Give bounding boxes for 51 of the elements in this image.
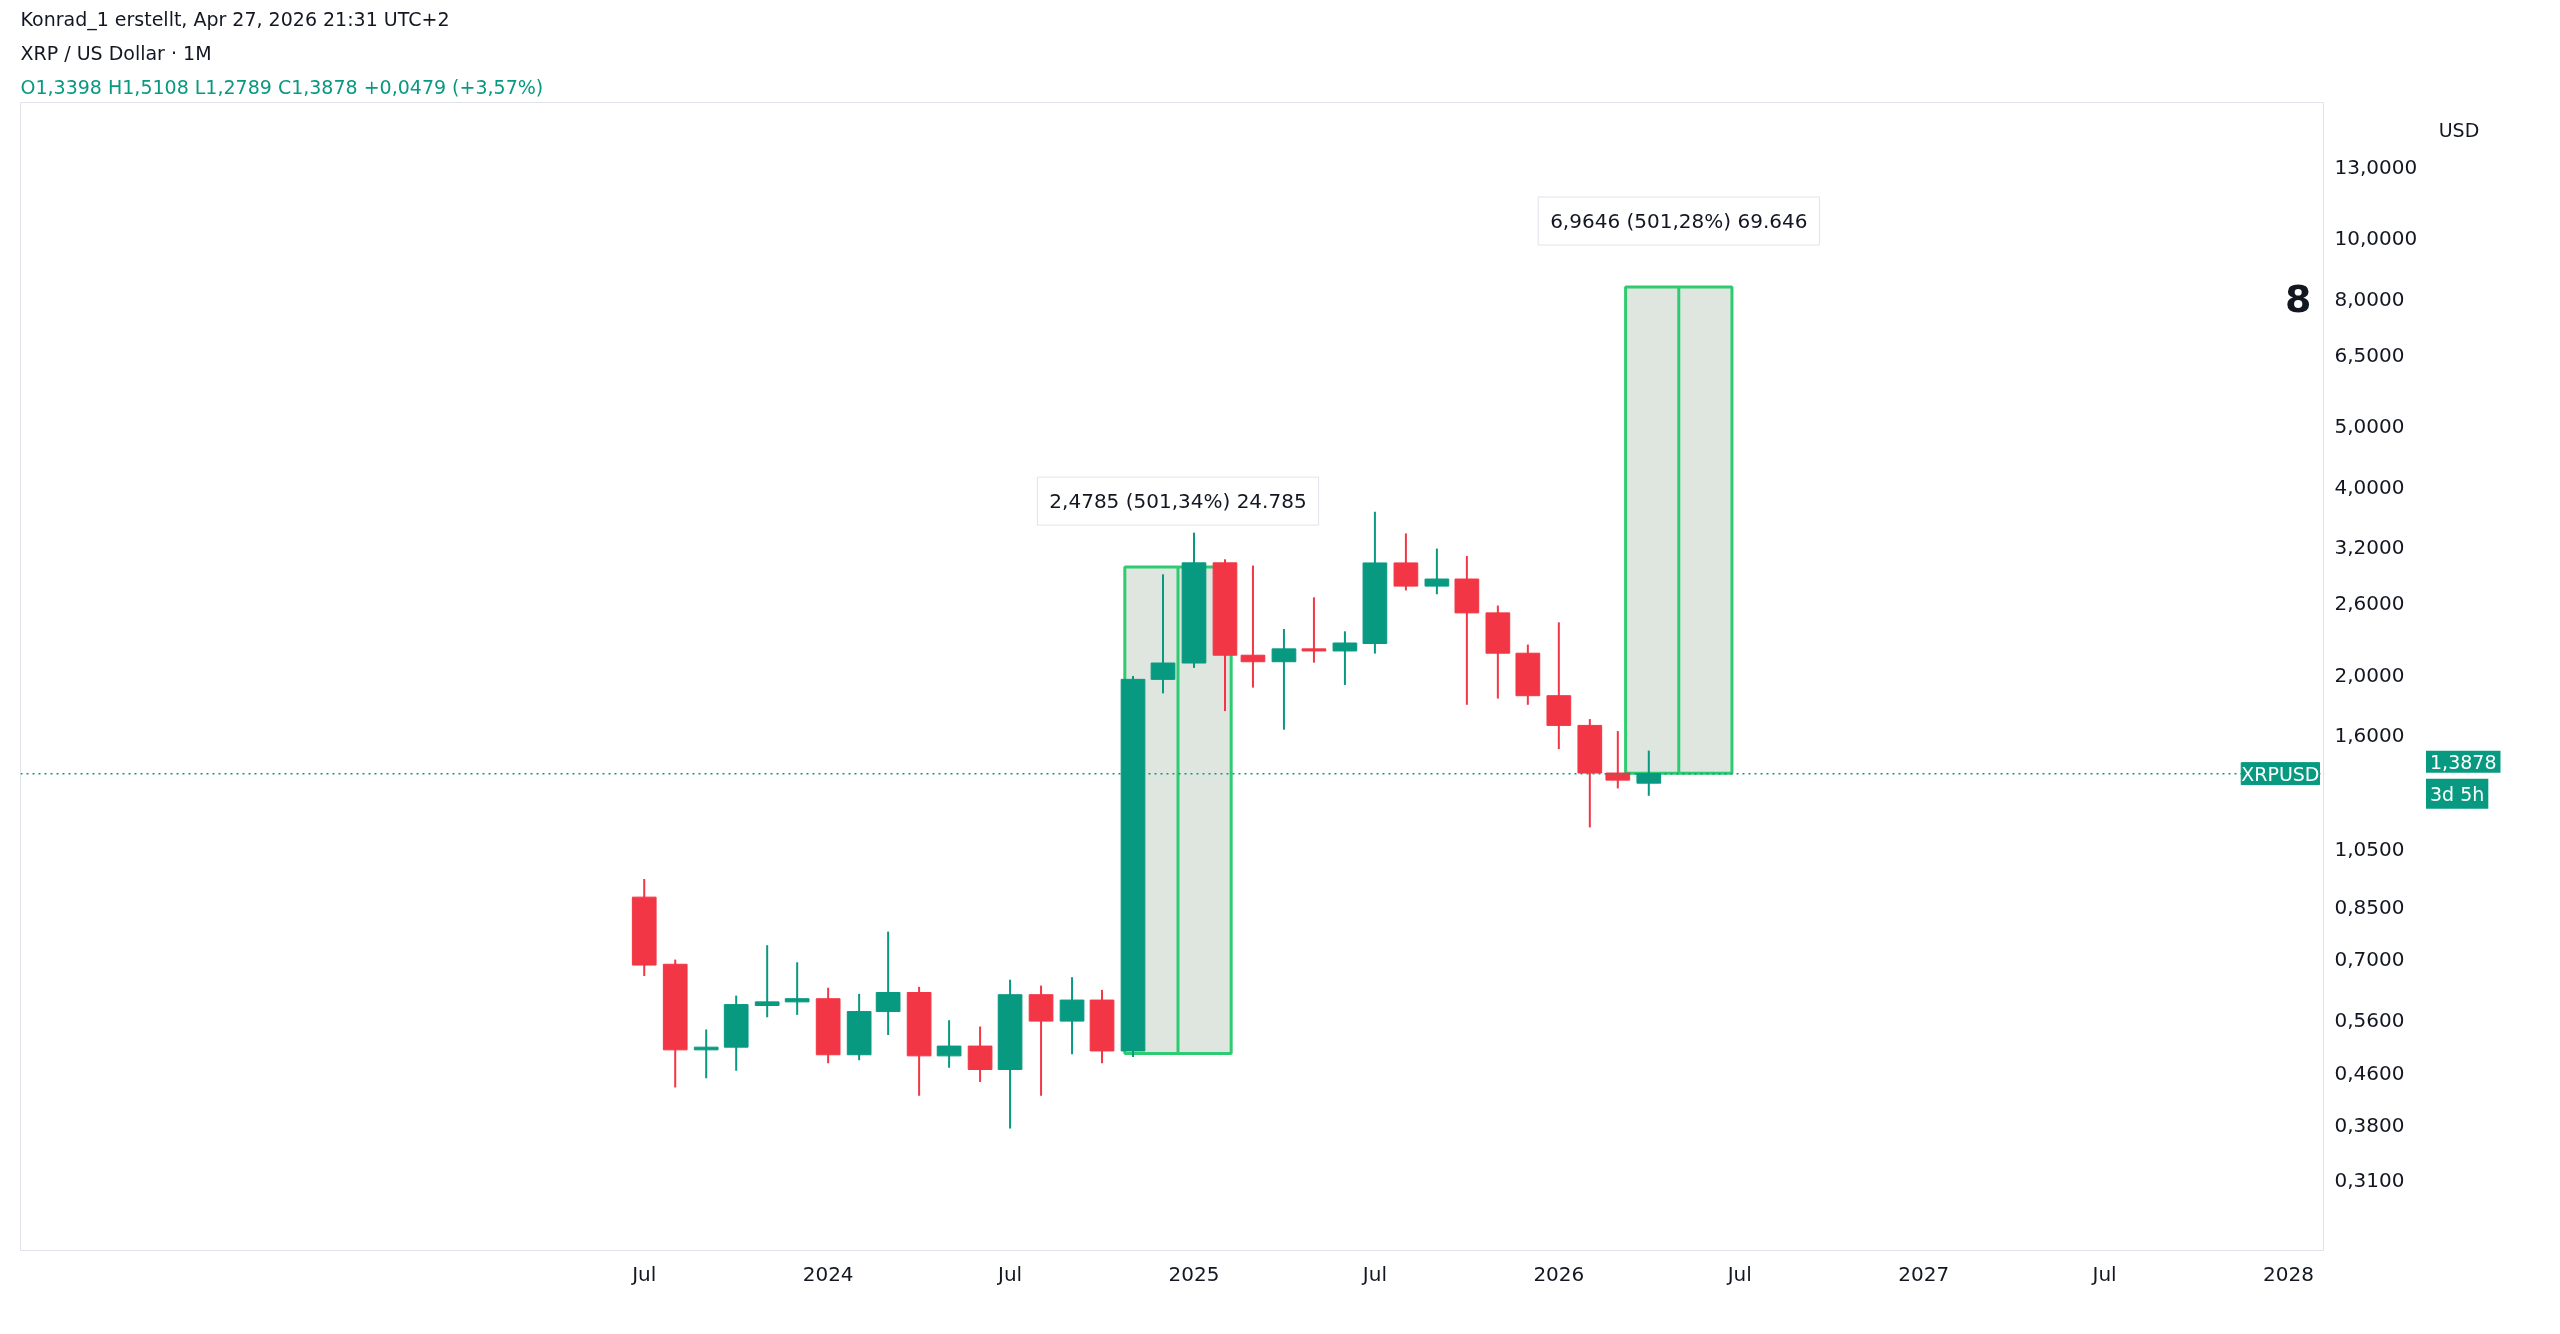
- candlestick: [1393, 532, 1419, 592]
- x-tick-label: 2028: [2263, 1261, 2314, 1286]
- candlestick: [1332, 630, 1358, 686]
- x-tick-label: 2027: [1898, 1261, 1950, 1286]
- candlestick: [754, 944, 780, 1019]
- y-tick-label: 6,5000: [2334, 343, 2405, 368]
- y-tick-label: 0,3100: [2334, 1167, 2405, 1192]
- candlestick: [1271, 628, 1297, 731]
- candlestick: [1240, 564, 1266, 689]
- ref-line-label: XRPUSD: [2241, 762, 2320, 785]
- y-axis-title: USD: [2438, 118, 2480, 141]
- chart-title: XRP / US Dollar · 1M: [20, 41, 212, 64]
- y-tick-label: 0,3800: [2334, 1112, 2405, 1137]
- y-tick-label: 5,0000: [2334, 414, 2405, 439]
- annotation: 2,4785 (501,34%) 24.785: [1049, 489, 1307, 514]
- y-tick-label: 10,0000: [2334, 226, 2418, 251]
- x-tick-label: Jul: [1360, 1261, 1387, 1286]
- candlestick: [1150, 573, 1176, 695]
- y-tick-label: 3,2000: [2334, 535, 2405, 560]
- y-tick-label: 0,4600: [2334, 1061, 2405, 1085]
- x-tick-label: Jul: [1725, 1261, 1752, 1286]
- candlestick: [784, 961, 810, 1016]
- candlestick: [1605, 730, 1631, 790]
- y-tick-label: 2,0000: [2334, 662, 2405, 687]
- x-tick-label: 2026: [1533, 1261, 1585, 1286]
- annotation: 6,9646 (501,28%) 69.646: [1550, 209, 1808, 234]
- y-tick-label: 0,7000: [2334, 947, 2405, 972]
- y-tick-label: 1,0500: [2334, 837, 2405, 862]
- y-tick-label: 0,5600: [2334, 1007, 2405, 1032]
- y-tick-label: 13,0000: [2334, 155, 2418, 180]
- text: 1,3878: [2430, 750, 2497, 773]
- candlestick: [1424, 547, 1450, 596]
- candlestick: [1059, 976, 1085, 1056]
- text: Konrad_1 erstellt, Apr 27, 2026 21:31 UTC+2: [20, 7, 450, 31]
- candlestick: [967, 1025, 993, 1083]
- x-tick-label: 2025: [1168, 1261, 1220, 1286]
- candlestick: [936, 1019, 962, 1069]
- chart-subtitle: O1,3398 H1,5108 L1,2789 C1,3878 +0,0479 (+3,57%): [20, 75, 544, 98]
- x-tick-label: Jul: [996, 1261, 1023, 1286]
- x-tick-label: Jul: [2090, 1261, 2117, 1286]
- candlestick: [875, 930, 901, 1037]
- y-tick-label: 4,0000: [2334, 474, 2405, 499]
- y-tick-label: 1,6000: [2334, 723, 2405, 748]
- x-tick-label: Jul: [630, 1261, 657, 1286]
- y-tick-label: 8,0000: [2334, 286, 2405, 311]
- text: 3d 5h: [2430, 782, 2485, 805]
- y-tick-label: 0,8500: [2334, 894, 2405, 919]
- y-tick-label: 2,6000: [2334, 591, 2405, 616]
- x-tick-label: 2024: [802, 1261, 854, 1286]
- candlestick: [1301, 596, 1327, 664]
- annotation: 8: [2285, 277, 2312, 322]
